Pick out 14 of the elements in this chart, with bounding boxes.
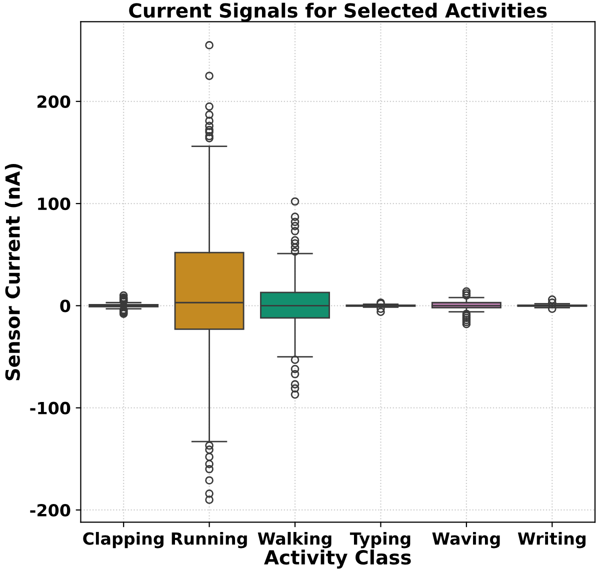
x-tick-label: Clapping bbox=[83, 532, 164, 548]
x-tick-label: Writing bbox=[518, 532, 586, 548]
x-tick-label: Walking bbox=[258, 532, 332, 548]
y-tick-label: -200 bbox=[30, 504, 70, 517]
x-tick-label: Waving bbox=[432, 532, 500, 548]
y-tick-label: 200 bbox=[38, 95, 70, 108]
y-tick-label: -100 bbox=[30, 402, 70, 414]
x-tick-label: Running bbox=[172, 532, 247, 548]
chart-title: Current Signals for Selected Activities bbox=[129, 2, 547, 22]
x-axis-title: Activity Class bbox=[264, 550, 411, 569]
y-tick-label: 100 bbox=[38, 198, 70, 210]
y-tick-label: 0 bbox=[60, 300, 70, 312]
x-tick-label: Typing bbox=[350, 532, 410, 548]
y-axis-title: Sensor Current (nA) bbox=[4, 164, 22, 380]
